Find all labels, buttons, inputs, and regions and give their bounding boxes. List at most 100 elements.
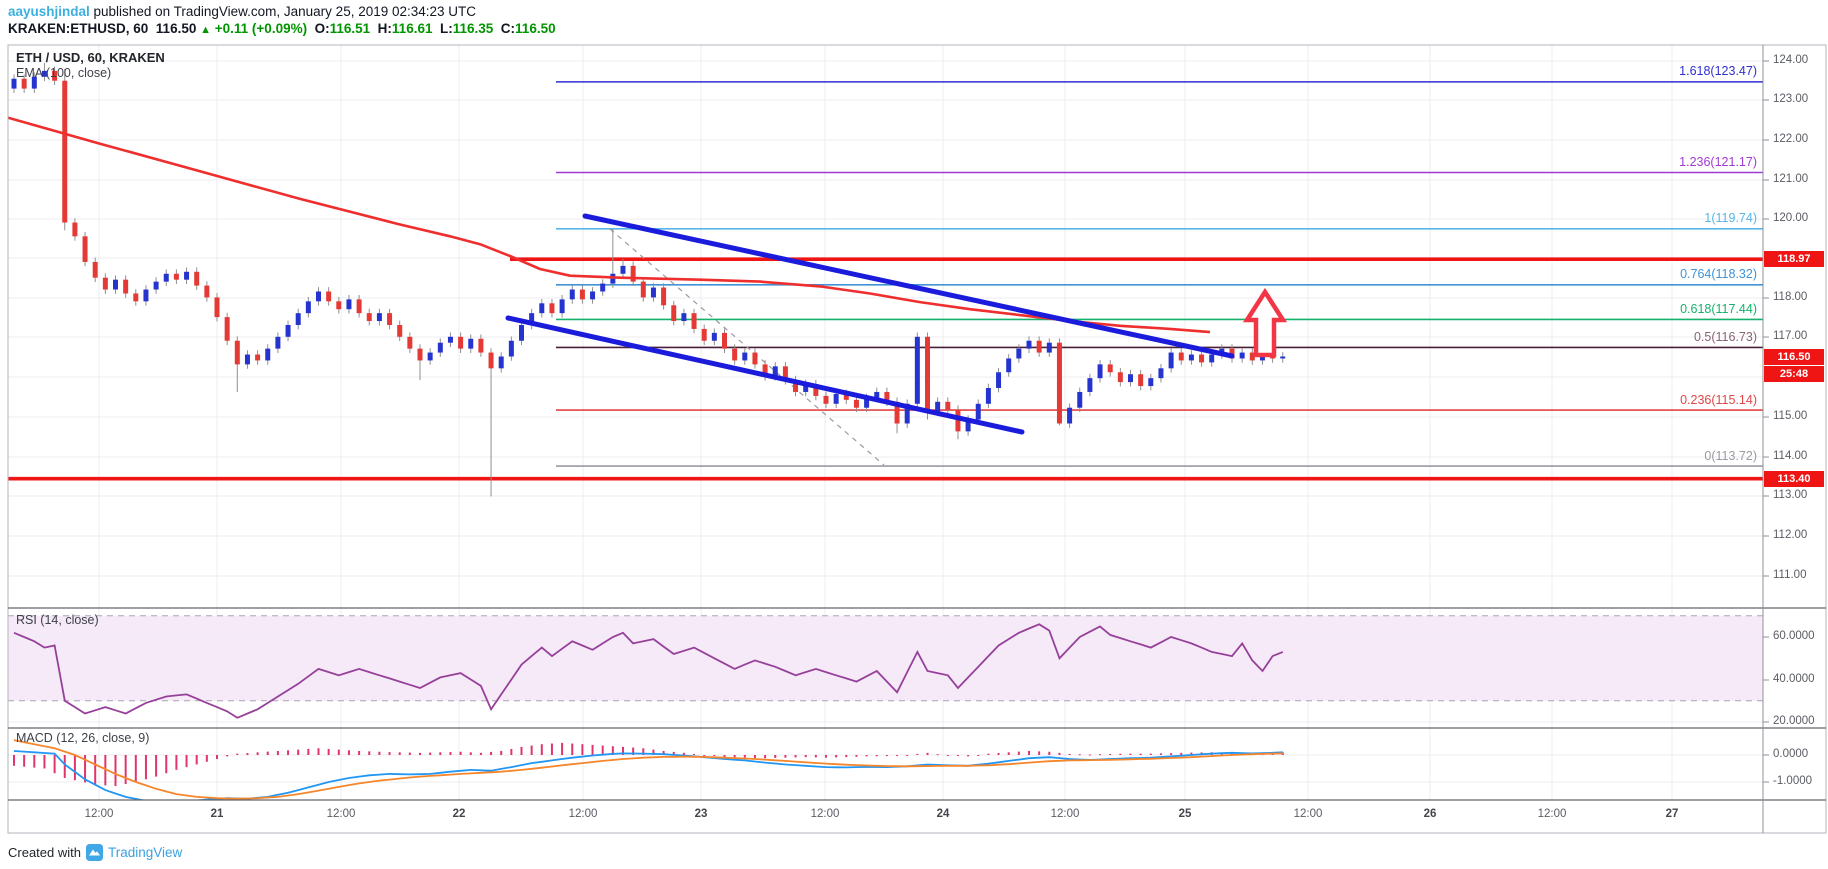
candle[interactable]: [711, 332, 717, 341]
time-axis-label[interactable]: 27: [1665, 808, 1679, 820]
time-axis-label[interactable]: 26: [1423, 808, 1437, 820]
candle[interactable]: [72, 222, 78, 237]
candle[interactable]: [793, 380, 799, 392]
candle[interactable]: [813, 384, 819, 396]
price-axis-label[interactable]: 0.0000: [1773, 748, 1809, 760]
candle[interactable]: [691, 313, 697, 329]
candle[interactable]: [650, 287, 656, 298]
candle[interactable]: [62, 80, 68, 223]
candle[interactable]: [1097, 364, 1103, 379]
candle[interactable]: [1138, 374, 1144, 387]
candle[interactable]: [204, 285, 210, 298]
trend-line[interactable]: [505, 315, 1025, 435]
price-axis-label[interactable]: 122.00: [1773, 133, 1809, 145]
price-axis-label[interactable]: 124.00: [1773, 54, 1809, 66]
candle[interactable]: [255, 354, 261, 361]
candle[interactable]: [559, 299, 565, 314]
macd-legend[interactable]: MACD (12, 26, close, 9): [16, 731, 150, 745]
time-axis-label[interactable]: 23: [694, 808, 708, 820]
price-axis-label[interactable]: 113.00: [1773, 489, 1808, 501]
candle[interactable]: [31, 76, 37, 89]
price-axis-label[interactable]: 40.0000: [1773, 673, 1815, 685]
candle[interactable]: [579, 289, 585, 300]
candle[interactable]: [803, 384, 809, 392]
candle[interactable]: [782, 366, 788, 381]
candle[interactable]: [407, 336, 413, 349]
candle[interactable]: [326, 291, 332, 302]
candle[interactable]: [620, 265, 626, 274]
candle[interactable]: [82, 236, 88, 262]
candle[interactable]: [539, 303, 545, 314]
candle[interactable]: [823, 395, 829, 404]
candle[interactable]: [1036, 340, 1042, 353]
time-axis-label[interactable]: 12:00: [326, 808, 356, 820]
candle[interactable]: [904, 403, 910, 424]
candle[interactable]: [1107, 364, 1113, 373]
candle[interactable]: [488, 352, 494, 369]
candle[interactable]: [437, 342, 443, 353]
candle[interactable]: [742, 352, 748, 361]
candle[interactable]: [468, 338, 474, 349]
macd-signal-line[interactable]: [13, 739, 1283, 800]
candle[interactable]: [478, 338, 484, 353]
candle[interactable]: [884, 391, 890, 402]
candle[interactable]: [52, 70, 58, 81]
candle[interactable]: [752, 352, 758, 365]
candle[interactable]: [914, 336, 920, 404]
price-axis-label[interactable]: 117.00: [1773, 330, 1808, 342]
candle[interactable]: [955, 409, 961, 432]
candle[interactable]: [1006, 358, 1012, 373]
candle[interactable]: [1026, 340, 1032, 349]
up-arrow-annotation[interactable]: [1242, 287, 1288, 358]
candle[interactable]: [305, 301, 311, 314]
candle[interactable]: [661, 287, 667, 306]
price-axis-label[interactable]: 112.00: [1773, 529, 1808, 541]
candle[interactable]: [762, 364, 768, 377]
candle[interactable]: [113, 279, 118, 290]
candle[interactable]: [102, 277, 108, 290]
candle[interactable]: [985, 388, 991, 404]
candle[interactable]: [265, 348, 271, 361]
candle[interactable]: [722, 332, 727, 349]
time-axis-label[interactable]: 25: [1178, 808, 1192, 820]
candle[interactable]: [996, 372, 1002, 389]
candle[interactable]: [874, 391, 880, 398]
candle[interactable]: [397, 324, 403, 337]
candle[interactable]: [1128, 374, 1133, 383]
candle[interactable]: [214, 297, 220, 318]
candle[interactable]: [600, 283, 606, 292]
candle[interactable]: [701, 328, 707, 341]
candle[interactable]: [975, 403, 981, 420]
price-axis-label[interactable]: 20.0000: [1773, 715, 1815, 727]
candle[interactable]: [92, 261, 98, 278]
candle[interactable]: [11, 78, 17, 89]
candle[interactable]: [935, 401, 941, 412]
price-axis-label[interactable]: 111.00: [1773, 569, 1807, 581]
price-axis-label[interactable]: 60.0000: [1773, 630, 1815, 642]
candle[interactable]: [1178, 352, 1184, 361]
time-axis-label[interactable]: 12:00: [1537, 808, 1567, 820]
candle[interactable]: [194, 271, 200, 286]
ema-line[interactable]: [0, 115, 1211, 334]
candle[interactable]: [21, 78, 27, 89]
candle[interactable]: [569, 289, 575, 300]
candle[interactable]: [1046, 342, 1052, 353]
candle[interactable]: [1209, 354, 1215, 363]
candle[interactable]: [1188, 354, 1194, 361]
candle[interactable]: [549, 303, 555, 314]
candle[interactable]: [376, 313, 382, 322]
candle[interactable]: [346, 299, 352, 310]
candle[interactable]: [1168, 352, 1174, 369]
rsi-line[interactable]: [13, 623, 1284, 719]
rsi-legend[interactable]: RSI (14, close): [16, 613, 99, 627]
candle[interactable]: [1158, 368, 1164, 379]
candle[interactable]: [143, 289, 149, 302]
candle[interactable]: [843, 393, 849, 400]
trend-line[interactable]: [582, 213, 1235, 359]
candle[interactable]: [224, 317, 230, 341]
candle[interactable]: [630, 265, 636, 282]
symbol-label[interactable]: KRAKEN:ETHUSD, 60: [8, 21, 149, 36]
candle[interactable]: [508, 340, 514, 357]
price-axis-label[interactable]: 123.00: [1773, 93, 1809, 105]
price-axis-label[interactable]: 120.00: [1773, 212, 1809, 224]
